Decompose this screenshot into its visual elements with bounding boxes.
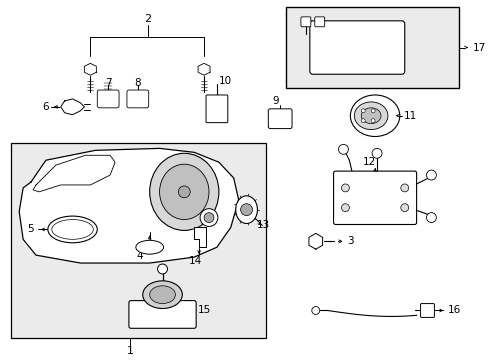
Bar	[11, 143, 266, 338]
Circle shape	[370, 109, 374, 113]
FancyBboxPatch shape	[97, 90, 119, 108]
Text: 15: 15	[198, 306, 211, 315]
FancyBboxPatch shape	[127, 90, 148, 108]
Circle shape	[341, 184, 348, 192]
Circle shape	[371, 148, 381, 158]
Text: 9: 9	[271, 96, 278, 106]
FancyBboxPatch shape	[420, 303, 433, 318]
Ellipse shape	[354, 102, 387, 130]
Text: 7: 7	[104, 78, 111, 88]
Text: 16: 16	[447, 306, 461, 315]
FancyBboxPatch shape	[333, 171, 416, 225]
Circle shape	[426, 213, 435, 222]
Text: 8: 8	[134, 78, 141, 88]
FancyBboxPatch shape	[205, 95, 227, 123]
Circle shape	[400, 184, 408, 192]
Text: 6: 6	[42, 102, 49, 112]
FancyBboxPatch shape	[309, 21, 404, 74]
Text: 12: 12	[362, 157, 375, 167]
Circle shape	[426, 170, 435, 180]
Circle shape	[341, 204, 348, 212]
Circle shape	[200, 209, 218, 226]
Polygon shape	[308, 233, 322, 249]
FancyBboxPatch shape	[268, 109, 291, 129]
Ellipse shape	[52, 220, 93, 239]
Circle shape	[400, 204, 408, 212]
Text: 5: 5	[27, 224, 34, 234]
FancyBboxPatch shape	[300, 17, 310, 27]
Circle shape	[361, 109, 365, 113]
Polygon shape	[61, 99, 84, 115]
FancyBboxPatch shape	[129, 301, 196, 328]
Ellipse shape	[149, 153, 219, 230]
Circle shape	[157, 264, 167, 274]
Circle shape	[240, 204, 252, 216]
Circle shape	[203, 213, 214, 222]
Circle shape	[311, 307, 319, 314]
Ellipse shape	[149, 286, 175, 303]
Circle shape	[361, 119, 365, 123]
Text: 2: 2	[144, 14, 151, 24]
FancyBboxPatch shape	[314, 17, 324, 27]
Ellipse shape	[350, 95, 399, 136]
Circle shape	[370, 119, 374, 123]
Circle shape	[178, 186, 190, 198]
Text: 4: 4	[136, 251, 143, 261]
Text: 10: 10	[219, 76, 231, 86]
Ellipse shape	[142, 281, 182, 309]
Text: 13: 13	[256, 220, 269, 230]
Polygon shape	[84, 63, 96, 75]
Circle shape	[338, 144, 347, 154]
Ellipse shape	[361, 108, 380, 123]
Text: 11: 11	[403, 111, 416, 121]
Text: 3: 3	[346, 236, 353, 246]
Polygon shape	[194, 228, 205, 247]
Ellipse shape	[235, 196, 257, 224]
Polygon shape	[198, 63, 210, 75]
Ellipse shape	[136, 240, 163, 254]
Text: 1: 1	[126, 346, 133, 356]
Ellipse shape	[159, 164, 208, 220]
Text: 17: 17	[472, 42, 485, 53]
Text: 14: 14	[188, 256, 202, 266]
Ellipse shape	[48, 216, 97, 243]
Bar	[285, 7, 458, 88]
Polygon shape	[19, 148, 238, 263]
